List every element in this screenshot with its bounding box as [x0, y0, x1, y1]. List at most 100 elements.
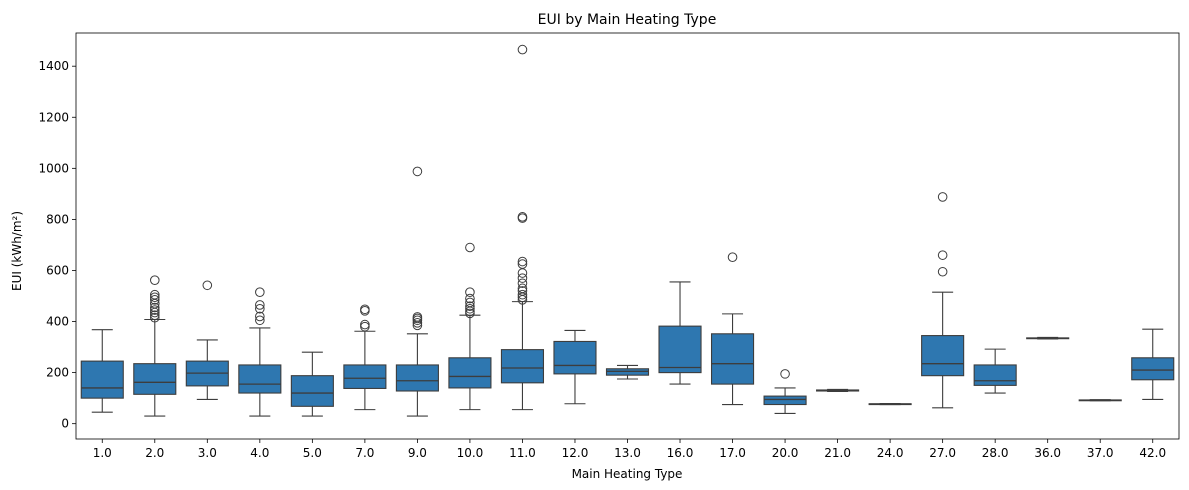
box-group — [185, 280, 229, 400]
y-tick-label: 600 — [46, 263, 69, 277]
box-group — [1078, 399, 1122, 402]
x-tick-label: 16.0 — [667, 446, 694, 460]
outlier-point — [255, 300, 265, 310]
outlier-point — [202, 280, 213, 291]
outlier-point — [517, 259, 528, 269]
box-group — [80, 329, 124, 413]
x-tick-label: 17.0 — [719, 446, 746, 460]
y-tick-label: 200 — [46, 366, 69, 380]
x-tick-label: 27.0 — [929, 446, 956, 460]
outlier-point — [149, 302, 160, 313]
x-axis-label: Main Heating Type — [572, 467, 683, 481]
x-tick-label: 20.0 — [772, 446, 799, 460]
outlier-point — [465, 287, 475, 297]
box — [921, 335, 965, 377]
outlier-point — [937, 192, 948, 202]
x-tick-label: 36.0 — [1034, 446, 1061, 460]
box-group — [816, 388, 860, 393]
plot-area — [80, 44, 1175, 417]
outlier-point — [465, 293, 475, 304]
x-tick-label: 12.0 — [562, 446, 589, 460]
box-group — [658, 281, 702, 385]
outlier-point — [149, 275, 160, 285]
x-tick-label: 1.0 — [93, 446, 112, 460]
box — [448, 357, 492, 389]
x-tick-label: 9.0 — [408, 446, 427, 460]
outlier-point — [517, 273, 528, 283]
box — [973, 364, 1017, 386]
box-group — [238, 287, 282, 417]
outlier-point — [517, 289, 528, 300]
outlier-point — [465, 301, 475, 312]
outlier-point — [149, 289, 160, 300]
outlier-point — [255, 287, 265, 297]
y-axis-label: EUI (kWh/m²) — [10, 211, 24, 291]
outlier-point — [149, 310, 160, 320]
outlier-point — [255, 303, 265, 314]
x-tick-label: 42.0 — [1139, 446, 1166, 460]
box-group — [343, 304, 387, 411]
outlier-point — [360, 319, 370, 330]
box — [710, 333, 755, 385]
box-group — [553, 329, 597, 405]
x-tick-label: 7.0 — [355, 446, 374, 460]
y-axis: 0 200 400 600 800 1000 1200 1400 — [38, 59, 76, 431]
outlier-point — [360, 304, 370, 315]
outlier-point — [465, 242, 475, 253]
outlier-point — [780, 369, 790, 379]
y-tick-label: 1200 — [38, 110, 69, 124]
box — [133, 363, 177, 395]
box — [763, 395, 807, 406]
outlier-point — [517, 283, 528, 294]
box-group — [1131, 328, 1175, 400]
outlier-point — [517, 212, 528, 222]
x-tick-label: 24.0 — [877, 446, 904, 460]
box — [1131, 357, 1175, 381]
box — [80, 360, 124, 399]
x-tick-label: 4.0 — [250, 446, 269, 460]
outlier-point — [517, 268, 528, 278]
box — [238, 364, 282, 394]
x-tick-label: 37.0 — [1087, 446, 1114, 460]
y-tick-label: 1400 — [38, 59, 69, 73]
box-group — [921, 192, 965, 409]
x-tick-label: 10.0 — [457, 446, 484, 460]
outlier-point — [465, 303, 475, 314]
y-tick-label: 400 — [46, 315, 69, 329]
x-tick-label: 21.0 — [824, 446, 851, 460]
y-tick-label: 1000 — [38, 161, 69, 175]
box-group — [133, 275, 177, 417]
box-group — [1026, 336, 1070, 340]
outlier-point — [937, 266, 948, 277]
box — [658, 325, 702, 374]
outlier-point — [465, 297, 475, 308]
box — [343, 364, 387, 389]
chart-title: EUI by Main Heating Type — [538, 12, 717, 28]
box-group — [290, 351, 334, 417]
x-tick-label: 2.0 — [145, 446, 164, 460]
box-group — [868, 402, 912, 406]
outlier-point — [360, 321, 370, 332]
box — [553, 340, 597, 375]
outlier-point — [255, 311, 265, 322]
x-tick-label: 11.0 — [509, 446, 536, 460]
box — [500, 349, 545, 384]
outlier-point — [412, 312, 423, 322]
x-tick-label: 3.0 — [198, 446, 217, 460]
box-group — [500, 44, 545, 411]
box-group — [710, 252, 755, 406]
box-group — [605, 364, 650, 380]
x-tick-label: 13.0 — [614, 446, 641, 460]
outlier-point — [727, 252, 738, 262]
outlier-point — [149, 295, 160, 305]
outlier-point — [149, 312, 160, 323]
outlier-point — [517, 286, 528, 296]
box — [395, 364, 439, 392]
outlier-point — [517, 278, 528, 289]
outlier-point — [412, 318, 423, 328]
outlier-point — [517, 44, 528, 55]
y-tick-label: 0 — [61, 417, 69, 431]
box-group — [763, 369, 807, 415]
outlier-point — [149, 292, 160, 303]
